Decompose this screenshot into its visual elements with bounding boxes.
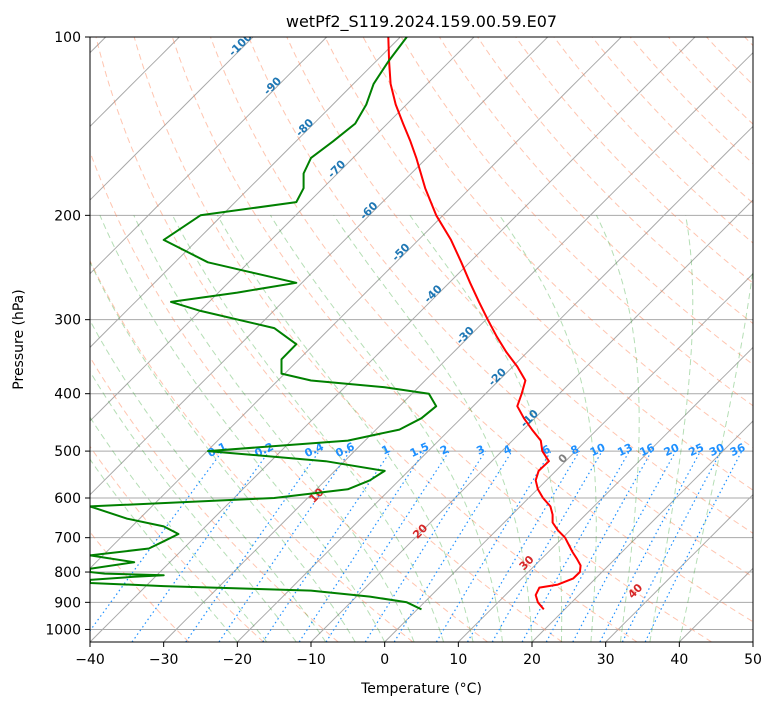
x-tick-label: −10	[296, 652, 326, 668]
moist-adiabat-line	[90, 458, 238, 642]
grid-layer	[90, 37, 753, 642]
moist-adiabat-line	[90, 319, 327, 642]
mixing-ratio-line	[298, 450, 425, 642]
thermodynamic-lines	[90, 37, 753, 642]
isotherm-line	[90, 37, 696, 642]
x-tick-label: 30	[597, 652, 615, 668]
isotherm-line	[163, 51, 753, 642]
dry-adiabat-line	[400, 37, 753, 407]
mixing-ratio-line	[325, 450, 450, 642]
mixing-ratio-label: 20	[662, 441, 682, 459]
moist-adiabat-line	[333, 215, 533, 642]
y-tick-label: 1000	[45, 622, 81, 638]
y-tick-label: 200	[54, 208, 81, 224]
moist-adiabat-line	[270, 215, 503, 642]
moist-adiabat-line	[90, 370, 297, 642]
moist-adiabat-line	[90, 260, 356, 642]
isotherm-line	[90, 37, 254, 201]
moist-adiabat-line	[217, 215, 474, 642]
x-axis-label: Temperature (°C)	[360, 681, 482, 697]
isotherm-line	[236, 125, 753, 642]
dry-adiabat-line	[362, 37, 753, 449]
mixing-ratio-label: 30	[707, 441, 727, 459]
x-tick-label: 40	[670, 652, 688, 668]
y-tick-label: 100	[54, 30, 81, 46]
plot-frame	[89, 36, 754, 643]
moist-adiabat-line	[172, 215, 445, 642]
y-tick-label: 800	[54, 565, 81, 581]
moist-adiabat-line	[596, 215, 640, 642]
dry-adiabat-line	[629, 37, 753, 165]
dry-adiabat-line	[133, 37, 638, 642]
dry-adiabat-line	[95, 37, 563, 642]
isotherm-line	[384, 272, 753, 642]
mixing-ratio-line	[185, 450, 320, 642]
x-tick-label: −40	[75, 652, 105, 668]
isotherm-line	[90, 37, 401, 349]
moist-adiabat-line	[678, 265, 753, 642]
y-tick-label: 600	[54, 491, 81, 507]
x-tick-label: 10	[449, 652, 467, 668]
moist-adiabat-line	[99, 215, 386, 642]
mixing-ratio-line	[364, 450, 486, 642]
x-tick-label: 20	[523, 652, 541, 668]
isotherm-line	[90, 37, 622, 570]
chart-title: wetPf2_S119.2024.159.00.59.E07	[286, 12, 557, 32]
moist-adiabat-line	[499, 215, 597, 642]
dry-adiabat-line	[171, 37, 712, 642]
mixing-ratio-line	[599, 450, 702, 642]
y-tick-label: 400	[54, 387, 81, 403]
mixing-ratio-label: 16	[638, 441, 658, 459]
moist-adiabat-line	[90, 416, 268, 642]
dewpoint-profile-line	[90, 37, 438, 611]
dry-adiabat-line	[591, 37, 753, 204]
moist-adiabat-line	[133, 215, 415, 642]
mixing-ratio-label: 25	[687, 441, 706, 459]
isotherm-line	[531, 420, 753, 642]
isotherm-line	[90, 37, 475, 422]
temperature-profile-line	[387, 37, 582, 611]
dry-adiabat-line	[477, 37, 753, 325]
isotherm-line	[90, 37, 549, 496]
y-tick-label: 300	[54, 313, 81, 329]
x-tick-label: 50	[744, 652, 762, 668]
y-tick-label: 500	[54, 444, 81, 460]
isotherm-line	[605, 493, 753, 642]
y-tick-label: 900	[54, 595, 81, 611]
mixing-ratio-label: 13	[615, 441, 634, 459]
dry-adiabat-line	[324, 37, 753, 491]
isotherm-line	[310, 199, 753, 642]
mixing-ratio-line	[393, 450, 513, 642]
dry-adiabat-line	[515, 37, 753, 284]
dry-adiabat-line	[210, 37, 753, 623]
dry-adiabat-line	[248, 37, 753, 578]
isotherm-line	[90, 37, 328, 275]
x-axis: −40 −30 −20 −10 0 10 20 30 40 50	[75, 642, 762, 668]
y-tick-label: 700	[54, 531, 81, 547]
x-tick-label: −30	[149, 652, 179, 668]
isotherm-line	[457, 346, 753, 642]
moist-adiabat-line	[409, 215, 563, 642]
mixing-ratio-line	[262, 450, 392, 642]
profile-lines	[90, 37, 582, 611]
x-tick-label: −20	[223, 652, 253, 668]
mixing-ratio-line	[218, 450, 351, 642]
moist-adiabat-line	[649, 215, 694, 642]
dry-adiabat-line	[90, 259, 414, 642]
mixing-ratio-label: 36	[728, 441, 748, 459]
x-tick-label: 0	[380, 652, 389, 668]
mixing-ratio-line	[466, 450, 580, 642]
mixing-ratio-label: 10	[588, 441, 608, 459]
y-axis: 100 200 300 400 500 600 700 800 900 1000	[45, 30, 90, 638]
plot-area	[90, 37, 753, 642]
y-axis-label: Pressure (hPa)	[11, 289, 27, 389]
mixing-ratio-line	[435, 450, 552, 642]
mixing-ratio-line	[572, 450, 677, 642]
